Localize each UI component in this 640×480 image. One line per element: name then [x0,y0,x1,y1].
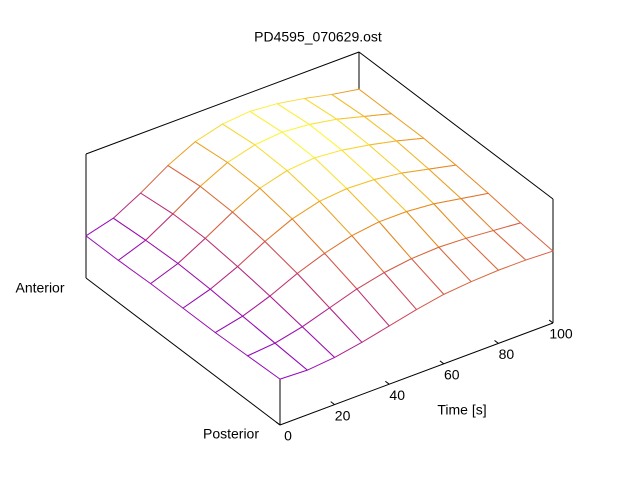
x-tick-label: 100 [549,326,573,342]
box-edge [85,277,281,426]
x-tick [275,421,281,426]
x-tick [330,401,335,405]
chart-title: PD4595_070629.ost [254,29,382,45]
x-tick [548,319,554,324]
surface-cell [247,342,308,380]
x-tick-label: 60 [444,367,460,383]
x-tick-label: 80 [499,346,515,362]
posterior-label: Posterior [203,426,259,442]
x-tick [494,340,499,344]
x-tick-label: 20 [335,407,351,423]
x-axis-label: Time [s] [437,402,486,418]
x-tick [385,380,390,385]
anterior-label: Anterior [15,280,64,296]
x-tick-label: 0 [284,428,292,444]
x-tick [439,360,445,365]
x-tick-label: 40 [389,387,405,403]
box-edge [358,51,554,200]
box-edge [279,322,554,426]
box-edge [85,51,360,155]
